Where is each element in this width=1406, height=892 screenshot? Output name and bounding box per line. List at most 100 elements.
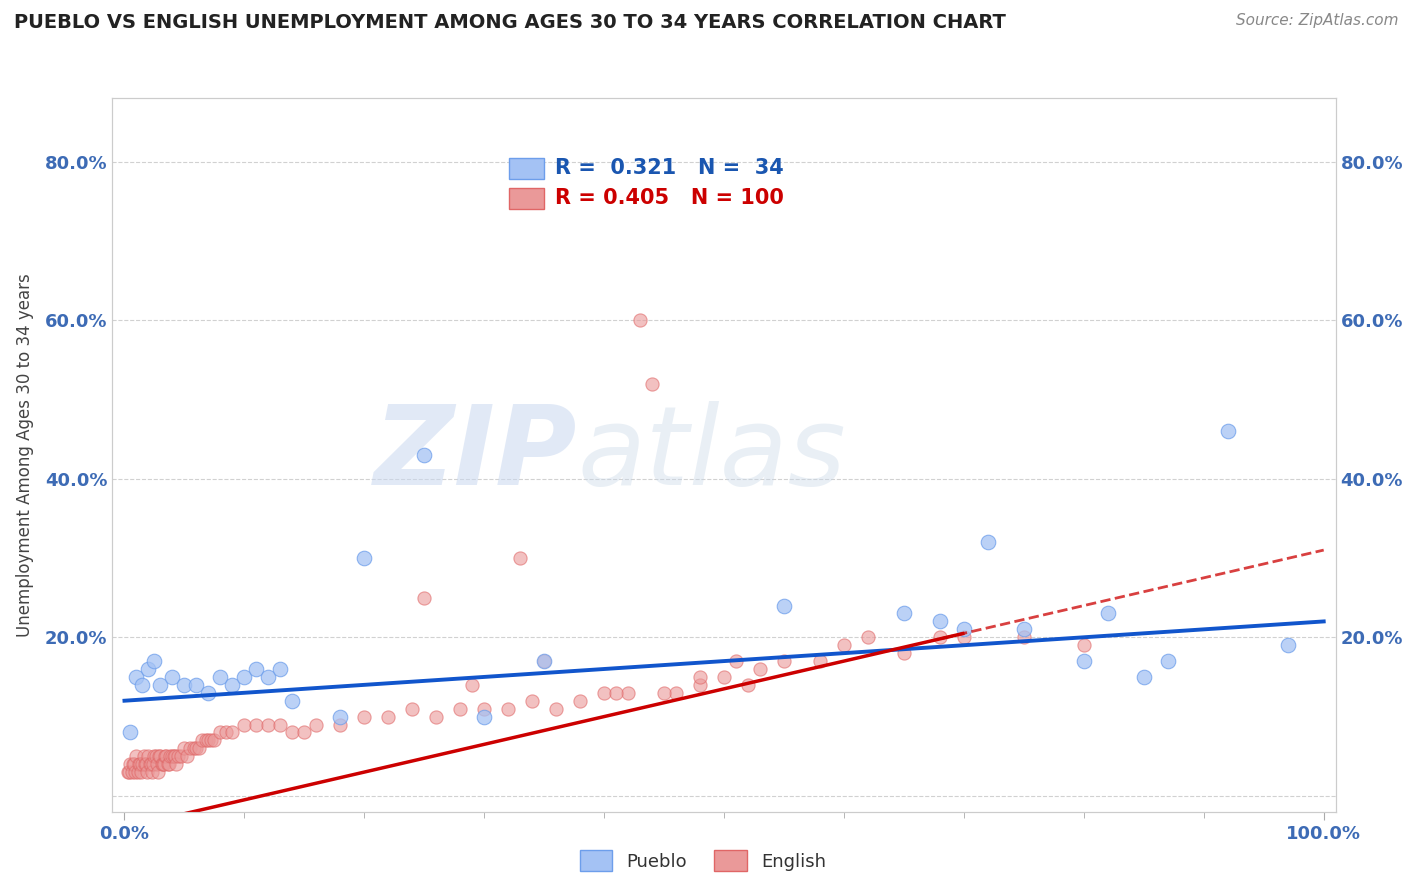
Point [269, 662, 291, 676]
Text: Source: ZipAtlas.com: Source: ZipAtlas.com [1236, 13, 1399, 29]
Point [929, 630, 952, 644]
Point [689, 670, 711, 684]
Point [150, 757, 173, 772]
Point [146, 765, 169, 780]
Point [131, 678, 153, 692]
Point [162, 749, 186, 764]
Point [329, 717, 352, 731]
Point [353, 709, 375, 723]
Point [139, 757, 162, 772]
Point [1073, 654, 1095, 668]
Point [209, 670, 232, 684]
Legend: Pueblo, English: Pueblo, English [572, 843, 834, 879]
Point [413, 591, 436, 605]
Point [929, 615, 952, 629]
Point [191, 733, 214, 747]
Point [737, 678, 759, 692]
Point [155, 749, 177, 764]
Point [221, 678, 243, 692]
Point [953, 623, 976, 637]
Point [522, 694, 544, 708]
Point [617, 686, 640, 700]
Point [183, 741, 205, 756]
Point [641, 376, 664, 391]
Point [125, 670, 148, 684]
Point [269, 717, 291, 731]
Point [953, 630, 976, 644]
Point [122, 757, 145, 772]
Point [533, 654, 555, 668]
Point [245, 662, 267, 676]
Point [162, 670, 184, 684]
Point [569, 694, 592, 708]
Point [170, 749, 193, 764]
Point [215, 725, 238, 739]
Point [148, 749, 170, 764]
Point [176, 749, 198, 764]
Point [134, 757, 156, 772]
Point [124, 765, 146, 780]
Point [281, 694, 304, 708]
Point [142, 757, 165, 772]
Point [138, 749, 160, 764]
Text: R =  0.321   N =  34: R = 0.321 N = 34 [555, 158, 785, 178]
Point [127, 765, 149, 780]
Point [749, 662, 772, 676]
Text: PUEBLO VS ENGLISH UNEMPLOYMENT AMONG AGES 30 TO 34 YEARS CORRELATION CHART: PUEBLO VS ENGLISH UNEMPLOYMENT AMONG AGE… [14, 13, 1005, 32]
Point [120, 757, 142, 772]
Point [128, 757, 150, 772]
Point [281, 725, 304, 739]
Point [186, 741, 208, 756]
Point [1277, 638, 1299, 652]
Point [1097, 607, 1119, 621]
Point [155, 749, 177, 764]
Point [153, 757, 176, 772]
Point [461, 678, 484, 692]
Point [893, 607, 915, 621]
Point [145, 749, 167, 764]
Text: atlas: atlas [578, 401, 846, 508]
Point [125, 749, 148, 764]
Point [496, 701, 519, 715]
Point [197, 733, 219, 747]
Point [131, 757, 153, 772]
Point [221, 725, 243, 739]
Point [773, 654, 796, 668]
Point [401, 701, 423, 715]
Point [1157, 654, 1180, 668]
Point [143, 749, 166, 764]
Point [179, 741, 201, 756]
Point [135, 757, 157, 772]
Point [1012, 630, 1035, 644]
Point [156, 757, 179, 772]
Point [149, 678, 172, 692]
Point [305, 717, 328, 731]
Point [157, 757, 180, 772]
Point [689, 678, 711, 692]
Point [163, 749, 186, 764]
Point [120, 725, 142, 739]
Point [173, 678, 195, 692]
Point [165, 757, 187, 772]
Point [652, 686, 675, 700]
Point [200, 733, 222, 747]
Point [136, 765, 159, 780]
Point [713, 670, 735, 684]
Point [132, 749, 155, 764]
Point [245, 717, 267, 731]
Y-axis label: Unemployment Among Ages 30 to 34 years: Unemployment Among Ages 30 to 34 years [15, 273, 34, 637]
Point [121, 757, 145, 772]
Point [173, 741, 195, 756]
Point [187, 741, 209, 756]
Point [832, 638, 855, 652]
Point [159, 749, 181, 764]
Point [197, 686, 219, 700]
Point [329, 709, 352, 723]
Point [257, 717, 280, 731]
Point [773, 599, 796, 613]
Point [143, 654, 166, 668]
Point [129, 765, 152, 780]
Point [117, 765, 139, 780]
Point [162, 749, 184, 764]
Point [129, 757, 152, 772]
